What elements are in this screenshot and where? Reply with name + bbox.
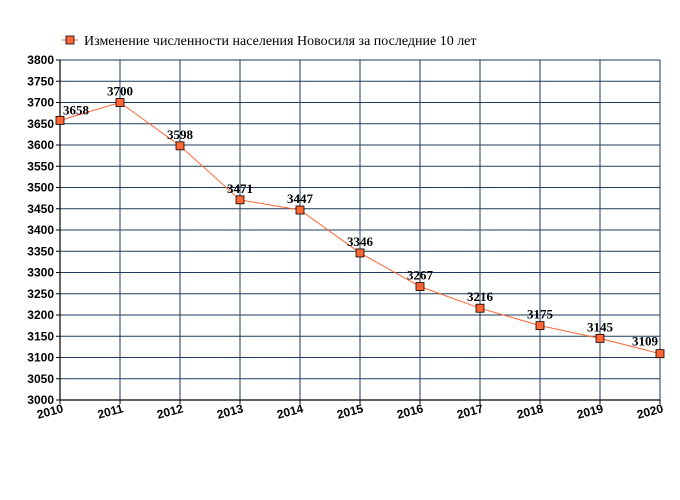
grid (59, 59, 661, 401)
data-point-marker (355, 248, 365, 258)
y-tick-label: 3700 (27, 96, 54, 110)
y-tick-label: 3150 (27, 329, 54, 343)
data-point-marker (475, 303, 485, 313)
legend-marker (65, 35, 75, 45)
x-tick-label: 2015 (335, 401, 365, 422)
x-axis-ticks: 2010 2011 2012 2013 2014 2015 2016 2017 2018 2019… (35, 400, 665, 422)
data-point-marker (415, 282, 425, 291)
y-tick-label: 3750 (27, 74, 54, 88)
data-labels: 3658 3700 3598 3471 3447 3346 3267 3216 3175 3145… (63, 84, 659, 349)
data-point-marker (535, 321, 545, 331)
y-tick-label: 3250 (27, 287, 54, 301)
x-tick-label: 2012 (155, 401, 185, 422)
data-point-marker (295, 205, 305, 215)
data-point-marker (175, 141, 185, 151)
x-tick-label: 2011 (96, 401, 125, 421)
data-label: 3145 (587, 319, 614, 334)
x-tick-label: 2020 (635, 401, 665, 422)
series-line (55, 98, 665, 359)
legend: Изменение численности населения Новосиля… (62, 34, 477, 49)
data-label: 3471 (227, 181, 253, 196)
x-tick-label: 2019 (575, 401, 605, 422)
y-axis-ticks: 3000 3050 3100 3150 3200 3250 3300 3350 3400 3450… (27, 53, 60, 407)
y-tick-label: 3350 (27, 244, 54, 258)
y-tick-label: 3600 (27, 138, 54, 152)
y-tick-label: 3400 (27, 223, 54, 237)
data-point-marker (655, 349, 665, 359)
x-tick-label: 2017 (455, 401, 485, 422)
y-tick-label: 3200 (27, 308, 54, 322)
legend-label: Изменение численности населения Новосиля… (84, 34, 477, 49)
data-label: 3109 (632, 334, 659, 349)
y-tick-label: 3450 (27, 202, 54, 216)
y-tick-label: 3800 (27, 53, 54, 67)
data-label: 3447 (287, 191, 314, 206)
y-tick-label: 3300 (27, 266, 54, 280)
data-point-marker (235, 195, 245, 205)
y-tick-label: 3000 (27, 393, 54, 407)
data-point-marker (115, 98, 125, 107)
x-tick-label: 2013 (215, 401, 245, 422)
y-tick-label: 3650 (27, 117, 54, 131)
data-label: 3267 (407, 268, 434, 283)
data-label: 3658 (63, 102, 90, 117)
y-tick-label: 3500 (27, 181, 54, 195)
data-label: 3700 (107, 84, 133, 99)
x-tick-label: 2016 (395, 401, 425, 422)
data-point-marker (55, 115, 65, 125)
y-tick-label: 3550 (27, 159, 54, 173)
x-tick-label: 2010 (35, 401, 65, 422)
x-tick-label: 2014 (275, 401, 305, 422)
data-label: 3175 (527, 307, 554, 322)
data-label: 3216 (467, 289, 494, 304)
y-tick-label: 3100 (27, 351, 54, 365)
data-label: 3346 (347, 234, 374, 249)
data-point-marker (595, 333, 605, 343)
y-tick-label: 3050 (27, 372, 54, 386)
data-label: 3598 (167, 127, 194, 142)
x-tick-label: 2018 (515, 401, 545, 422)
